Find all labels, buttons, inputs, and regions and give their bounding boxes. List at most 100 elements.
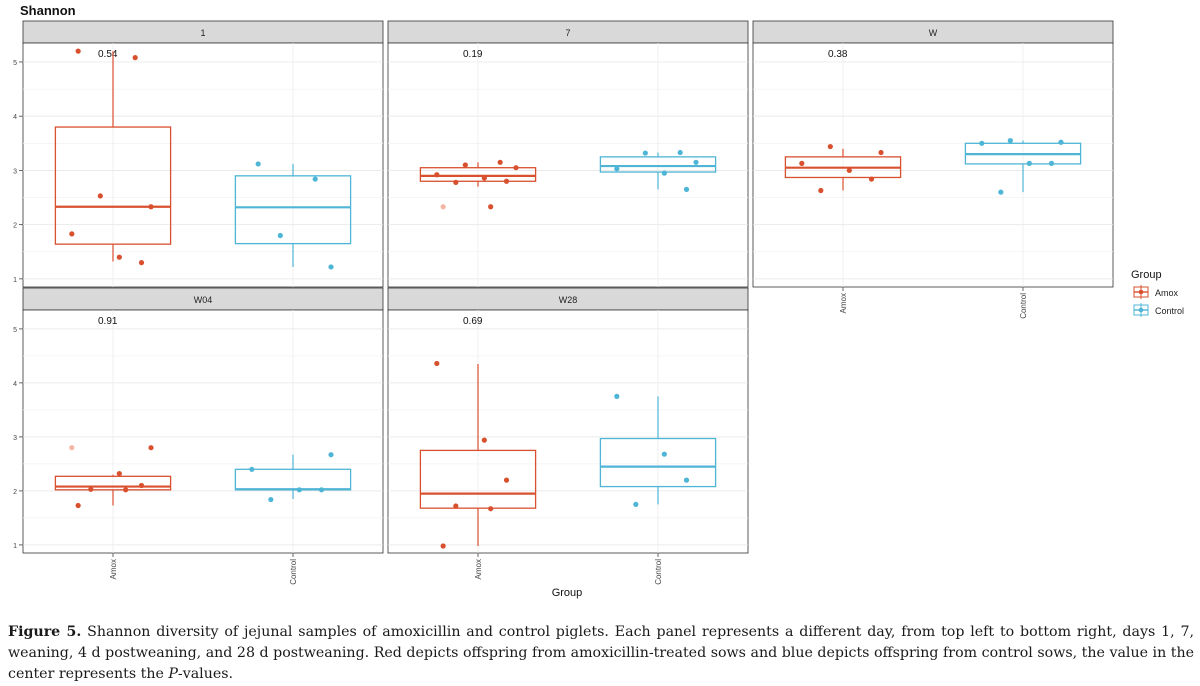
x-axes: Amox Control Amox Control Amox Control — [109, 287, 1028, 585]
data-point — [868, 176, 875, 182]
y-tick-label: 4 — [13, 114, 17, 121]
data-point — [148, 445, 154, 451]
data-point — [497, 159, 503, 165]
data-point — [481, 175, 487, 181]
legend-point — [1138, 289, 1144, 295]
legend-label: Control — [1155, 306, 1184, 316]
box-iqr — [54, 126, 172, 245]
data-point — [268, 496, 274, 503]
data-point — [683, 186, 690, 192]
data-point — [998, 189, 1004, 195]
p-value-label: 0.19 — [463, 49, 483, 60]
box-control — [234, 161, 352, 270]
data-point — [642, 150, 648, 156]
data-point — [434, 360, 440, 367]
figure-label: Figure 5. — [8, 624, 82, 640]
y-tick-label: 2 — [13, 489, 17, 496]
data-point — [633, 501, 639, 507]
data-point — [1058, 139, 1064, 145]
data-point — [503, 477, 510, 483]
panel-background — [752, 42, 1114, 288]
facet-strip-label: W — [929, 28, 938, 38]
data-point — [148, 204, 154, 210]
box-iqr — [234, 175, 352, 245]
y-tick-label: 1 — [13, 543, 17, 550]
box-control — [599, 149, 717, 192]
p-value-label: 0.69 — [463, 316, 483, 327]
box-control — [234, 452, 352, 503]
chart-title: Shannon — [20, 3, 76, 18]
data-point — [1026, 160, 1032, 166]
figure-caption: Figure 5. Shannon diversity of jejunal s… — [8, 622, 1194, 685]
data-point — [318, 487, 325, 493]
data-point — [255, 161, 261, 167]
box-iqr — [54, 475, 172, 491]
legend: Group Amox Control — [1131, 269, 1184, 317]
data-point — [513, 165, 519, 171]
x-tick-label: Control — [654, 559, 663, 585]
data-point — [878, 149, 884, 156]
data-point — [69, 445, 75, 451]
data-point — [488, 204, 494, 210]
y-tick-label: 3 — [13, 168, 17, 175]
data-point — [481, 437, 487, 443]
legend-key-control: Control — [1133, 303, 1184, 317]
data-point — [296, 487, 302, 493]
box-amox — [419, 159, 537, 210]
y-axes: 1 2 3 4 5 1 2 3 4 5 — [13, 60, 23, 550]
caption-text: Shannon diversity of jejunal samples of … — [8, 624, 1195, 682]
data-point — [1048, 160, 1055, 166]
x-tick-label: Control — [289, 559, 298, 585]
x-tick-label: Amox — [474, 559, 483, 579]
panel-background — [22, 42, 384, 288]
data-point — [453, 179, 459, 185]
data-point — [614, 166, 620, 172]
data-point — [75, 48, 81, 54]
box-iqr — [599, 437, 717, 488]
y-tick-label: 1 — [13, 277, 17, 284]
data-point — [453, 503, 459, 509]
caption-suffix: -values. — [177, 666, 234, 682]
x-tick-label: Amox — [839, 293, 848, 313]
gridlines — [388, 43, 748, 287]
y-tick-label: 5 — [13, 327, 17, 334]
facet-panel-7: 70.19 — [387, 20, 749, 288]
x-axis-title: Group — [552, 587, 583, 599]
box-amox — [784, 143, 902, 194]
data-point — [979, 140, 985, 146]
data-point — [440, 204, 446, 210]
data-point — [88, 486, 94, 492]
data-point — [97, 193, 103, 199]
data-point — [132, 55, 138, 61]
panel-background — [387, 309, 749, 554]
box-amox — [54, 48, 172, 266]
gridlines — [753, 43, 1113, 287]
data-point — [818, 187, 824, 194]
data-point — [462, 162, 468, 168]
y-tick-label: 4 — [13, 381, 17, 388]
caption-p-italic: P — [168, 666, 178, 682]
data-point — [434, 172, 440, 178]
p-value-label: 0.54 — [98, 49, 118, 60]
data-point — [827, 143, 833, 150]
data-point — [661, 451, 667, 457]
p-value-label: 0.38 — [828, 49, 848, 60]
facet-panel-w: W 0.38 — [752, 20, 1114, 288]
legend-title: Group — [1131, 269, 1162, 281]
data-point — [312, 176, 318, 182]
x-tick-label: Amox — [109, 559, 118, 579]
y-tick-label: 5 — [13, 60, 17, 67]
data-point — [693, 159, 699, 165]
data-point — [277, 232, 283, 239]
data-point — [328, 452, 334, 458]
box-amox — [419, 360, 537, 549]
data-point — [440, 543, 446, 549]
facet-strip-label: W28 — [559, 295, 578, 305]
data-point — [75, 502, 81, 509]
gridlines — [23, 310, 383, 553]
box-iqr — [419, 167, 537, 182]
data-point — [614, 393, 620, 399]
box-amox — [54, 445, 172, 509]
